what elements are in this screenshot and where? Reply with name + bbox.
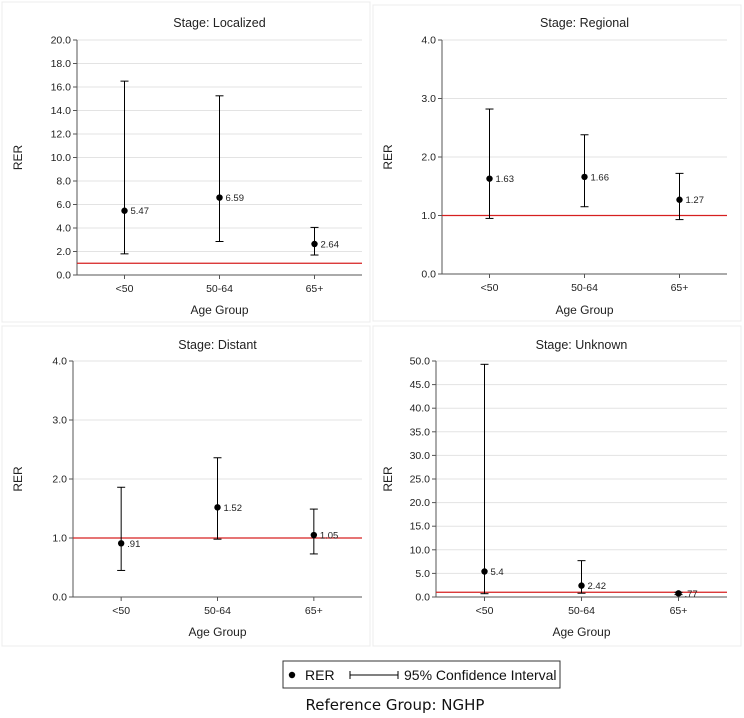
x-tick-label: <50 <box>112 605 130 617</box>
x-tick-label: 65+ <box>305 605 323 617</box>
x-tick-label: 65+ <box>306 283 324 295</box>
y-tick-label: 3.0 <box>421 93 436 105</box>
y-tick-label: 4.0 <box>56 223 71 235</box>
panel-frame <box>1 1 371 323</box>
y-tick-label: 5.0 <box>415 568 430 580</box>
y-tick-label: 35.0 <box>410 426 431 438</box>
data-label: .91 <box>127 539 140 550</box>
y-tick-label: 30.0 <box>410 450 431 462</box>
x-axis-label: Age Group <box>190 303 248 317</box>
x-tick-label: <50 <box>476 605 494 617</box>
x-tick-label: 65+ <box>670 605 688 617</box>
data-label: 1.05 <box>320 531 339 542</box>
y-axis-label: RER <box>381 466 395 492</box>
data-label: 2.42 <box>588 581 607 592</box>
y-tick-label: 2.0 <box>56 246 71 258</box>
x-axis-label: Age Group <box>555 303 613 317</box>
y-axis-label: RER <box>11 466 25 492</box>
data-point <box>117 540 125 547</box>
reference-group-caption: Reference Group: NGHP <box>306 696 485 714</box>
data-label: 1.63 <box>496 174 515 185</box>
x-tick-label: 65+ <box>671 282 689 294</box>
y-tick-label: 10.0 <box>410 544 431 556</box>
y-tick-label: 2.0 <box>421 152 436 164</box>
y-tick-label: 2.0 <box>52 474 67 486</box>
data-label: 5.4 <box>491 567 504 578</box>
x-tick-label: 50-64 <box>206 283 233 295</box>
x-tick-label: <50 <box>116 283 134 295</box>
y-tick-label: 0.0 <box>56 270 71 282</box>
data-label: 1.27 <box>686 195 705 206</box>
y-tick-label: 1.0 <box>52 533 67 545</box>
data-point <box>310 531 318 539</box>
data-point <box>581 173 588 181</box>
data-label: 6.59 <box>226 193 245 204</box>
data-label: 1.66 <box>591 172 610 183</box>
y-tick-label: 0.0 <box>415 592 430 604</box>
data-point <box>481 568 488 575</box>
panel-title: Stage: Regional <box>540 16 629 30</box>
y-tick-label: 18.0 <box>51 58 72 70</box>
y-axis-label: RER <box>11 145 25 171</box>
y-tick-label: 14.0 <box>51 105 72 117</box>
y-tick-label: 0.0 <box>52 592 67 604</box>
data-point <box>675 590 682 597</box>
panels-group: 0.0 2.0 4.0 6.0 8.0 10.0 12.0 14.0 16.0 18.0 20.0 <… <box>1 1 742 647</box>
data-point <box>486 175 493 182</box>
y-tick-label: 6.0 <box>56 199 71 211</box>
x-axis-label: Age Group <box>188 625 246 639</box>
data-label: 1.52 <box>224 503 243 514</box>
y-tick-label: 4.0 <box>52 356 67 368</box>
y-axis-label: RER <box>381 144 395 170</box>
y-tick-label: 4.0 <box>421 35 436 47</box>
y-tick-label: 8.0 <box>56 176 71 188</box>
data-point <box>676 196 683 203</box>
y-tick-label: 16.0 <box>51 82 72 94</box>
data-point <box>214 504 221 511</box>
y-tick-label: 20.0 <box>410 497 431 509</box>
panel-title: Stage: Unknown <box>536 338 628 352</box>
data-label: .77 <box>685 589 698 600</box>
x-tick-label: 50-64 <box>571 282 598 294</box>
y-tick-label: 12.0 <box>51 129 72 141</box>
y-tick-label: 45.0 <box>410 379 431 391</box>
chart-panel-3: 0.0 1.0 2.0 3.0 4.0 <50 50-64 65+ .91 1.52 1.05 Sta… <box>1 325 371 647</box>
y-tick-label: 1.0 <box>421 210 436 222</box>
x-tick-label: 50-64 <box>204 605 231 617</box>
legend-box <box>282 660 561 689</box>
y-tick-label: 10.0 <box>51 152 72 164</box>
y-tick-label: 40.0 <box>410 403 431 415</box>
y-tick-label: 50.0 <box>410 356 431 368</box>
legend: RER 95% Confidence Interval <box>282 660 561 689</box>
y-tick-label: 25.0 <box>410 474 431 486</box>
data-point <box>311 240 318 248</box>
chart-panel-2: 0.0 1.0 2.0 3.0 4.0 <50 50-64 65+ 1.63 1.66 1.27 St… <box>372 4 742 322</box>
x-tick-label: 50-64 <box>568 605 595 617</box>
chart-panel-4: 0.0 5.0 10.0 15.0 20.0 25.0 30.0 35.0 40.0 45.0 50… <box>372 325 742 647</box>
legend-point-marker <box>288 671 296 679</box>
data-point <box>121 207 128 214</box>
x-axis-label: Age Group <box>552 625 610 639</box>
legend-point-label: RER <box>305 667 335 683</box>
y-tick-label: 3.0 <box>52 415 67 427</box>
data-label: 2.64 <box>321 239 340 250</box>
data-point <box>578 582 585 589</box>
legend-interval-label: 95% Confidence Interval <box>404 667 557 683</box>
panel-frame <box>1 325 371 647</box>
y-tick-label: 0.0 <box>421 269 436 281</box>
x-tick-label: <50 <box>481 282 499 294</box>
y-tick-label: 20.0 <box>51 35 72 47</box>
chart-panel-1: 0.0 2.0 4.0 6.0 8.0 10.0 12.0 14.0 16.0 18.0 20.0 <… <box>1 1 371 323</box>
panel-title: Stage: Distant <box>178 338 257 352</box>
panel-frame <box>372 4 742 322</box>
panel-title: Stage: Localized <box>173 16 265 30</box>
data-point <box>216 194 223 201</box>
data-label: 5.47 <box>131 206 150 217</box>
y-tick-label: 15.0 <box>410 521 431 533</box>
